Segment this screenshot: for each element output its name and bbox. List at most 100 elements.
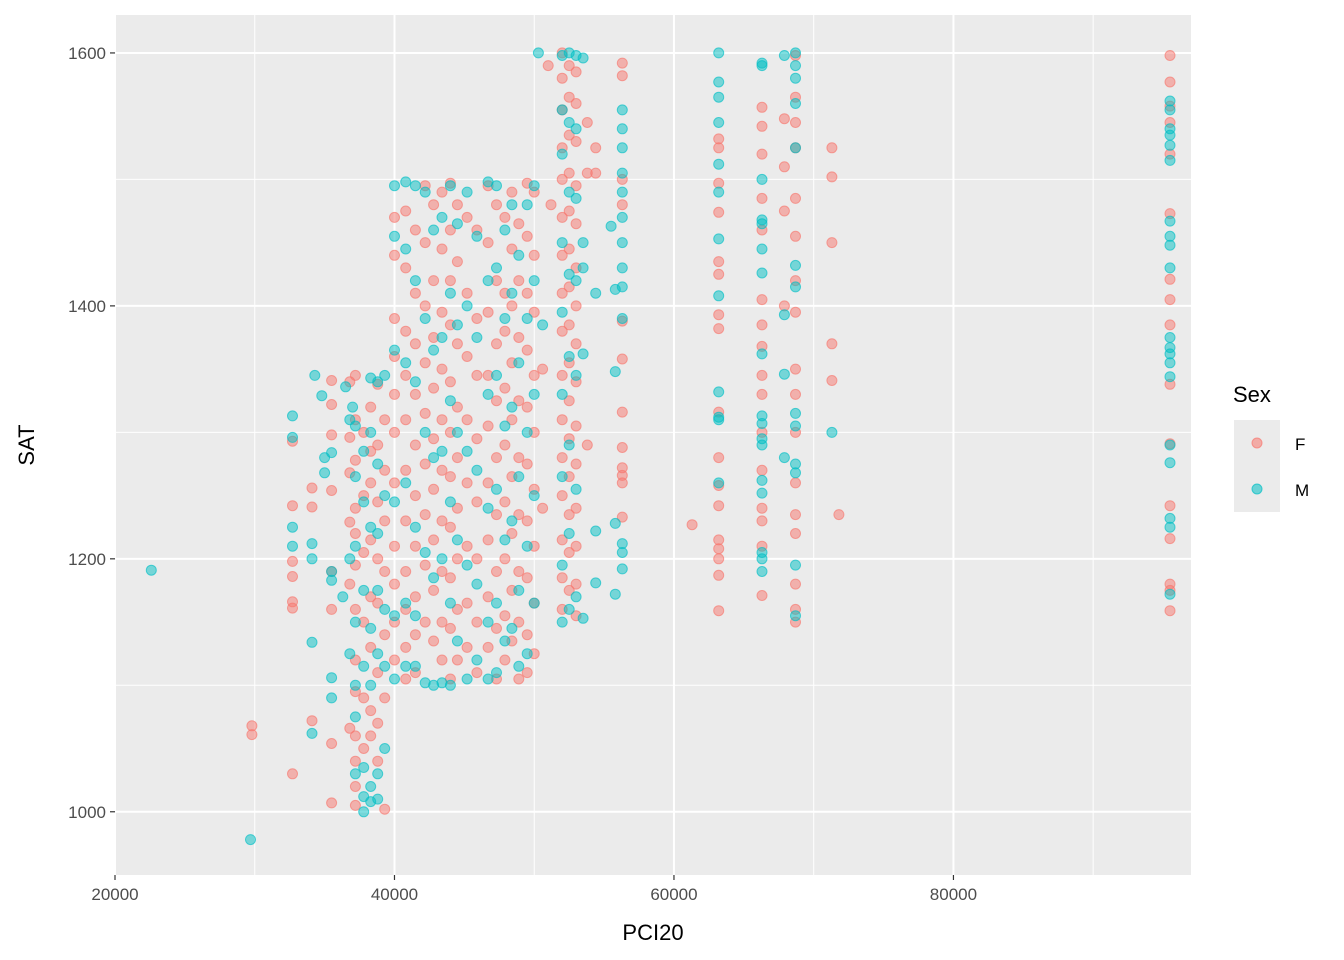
x-tick-label: 80000	[930, 885, 977, 904]
data-point-m	[400, 660, 412, 672]
data-point-f	[365, 591, 377, 603]
data-point-m	[506, 287, 518, 299]
data-point-f	[358, 743, 370, 754]
data-point-f	[570, 136, 582, 147]
data-point-f	[409, 338, 421, 350]
data-point-f	[556, 325, 568, 337]
data-point-m	[389, 496, 400, 508]
data-point-f	[713, 268, 725, 280]
data-point-f	[444, 622, 456, 634]
data-point-f	[444, 376, 456, 388]
data-point-f	[461, 414, 473, 426]
data-point-m	[287, 431, 298, 443]
data-point-m	[563, 268, 575, 280]
data-point-f	[400, 673, 412, 685]
data-point-f	[616, 442, 628, 453]
data-point-f	[756, 294, 768, 306]
data-point-f	[409, 224, 421, 236]
data-point-f	[521, 458, 533, 470]
data-point-m	[436, 211, 448, 223]
data-point-m	[756, 418, 768, 429]
data-point-f	[400, 515, 412, 527]
data-point-m	[306, 636, 318, 648]
data-point-f	[1164, 605, 1176, 617]
data-point-m	[400, 243, 412, 255]
data-point-f	[556, 572, 568, 584]
data-point-m	[306, 553, 318, 565]
data-point-f	[616, 511, 628, 523]
data-point-m	[756, 243, 768, 255]
data-point-f	[389, 540, 400, 552]
data-point-f	[616, 353, 628, 365]
data-point-f	[713, 323, 725, 335]
data-point-m	[570, 192, 582, 204]
data-point-f	[372, 496, 384, 508]
data-point-m	[358, 762, 370, 773]
data-point-f	[756, 369, 768, 381]
data-point-m	[537, 319, 549, 331]
series-m	[145, 47, 1176, 846]
data-point-m	[756, 173, 768, 185]
data-point-m	[409, 610, 421, 622]
data-point-m	[349, 679, 361, 691]
data-point-f	[491, 395, 502, 407]
data-point-f	[556, 249, 568, 261]
data-point-f	[344, 431, 356, 443]
data-point-f	[686, 519, 698, 531]
data-point-f	[436, 186, 448, 198]
data-point-m	[491, 597, 502, 609]
data-point-m	[713, 290, 725, 302]
data-point-f	[482, 477, 494, 489]
data-point-m	[556, 237, 568, 249]
data-point-f	[436, 566, 448, 577]
data-point-f	[616, 70, 628, 82]
data-point-m	[1164, 139, 1176, 151]
data-point-m	[471, 578, 483, 590]
data-point-f	[482, 534, 494, 546]
data-point-f	[379, 515, 391, 527]
data-point-m	[379, 743, 391, 754]
data-point-f	[471, 369, 483, 381]
data-point-f	[419, 458, 431, 470]
data-point-f	[506, 414, 518, 426]
data-point-f	[521, 515, 533, 527]
data-point-f	[756, 464, 768, 476]
data-point-f	[451, 654, 463, 666]
data-point-f	[590, 167, 602, 179]
data-point-f	[326, 375, 338, 386]
x-axis-title: PCI20	[622, 920, 683, 945]
data-point-f	[563, 395, 575, 407]
data-point-f	[365, 401, 377, 413]
data-point-f	[713, 500, 725, 512]
data-point-m	[372, 768, 384, 780]
data-point-m	[358, 806, 370, 818]
data-point-f	[563, 167, 575, 179]
data-point-m	[451, 319, 463, 331]
data-point-f	[499, 610, 511, 622]
data-point-m	[778, 50, 790, 61]
data-point-m	[616, 123, 628, 135]
data-point-f	[556, 414, 568, 426]
data-point-m	[444, 395, 456, 407]
data-point-m	[379, 369, 391, 381]
data-point-f	[826, 338, 838, 350]
data-point-f	[409, 439, 421, 451]
data-point-f	[790, 363, 801, 375]
data-point-m	[570, 123, 582, 135]
data-point-f	[790, 306, 801, 318]
data-point-m	[616, 211, 628, 223]
data-point-m	[521, 540, 533, 552]
data-point-f	[590, 142, 602, 154]
data-point-m	[358, 496, 370, 508]
data-point-f	[713, 605, 725, 617]
data-point-m	[419, 186, 431, 198]
data-point-m	[499, 534, 511, 546]
data-point-f	[482, 591, 494, 603]
data-point-m	[471, 332, 483, 343]
data-point-f	[428, 199, 440, 211]
data-point-f	[826, 237, 838, 249]
data-point-f	[482, 237, 494, 249]
data-point-f	[451, 553, 463, 565]
data-point-m	[563, 117, 575, 128]
data-point-m	[482, 673, 494, 685]
